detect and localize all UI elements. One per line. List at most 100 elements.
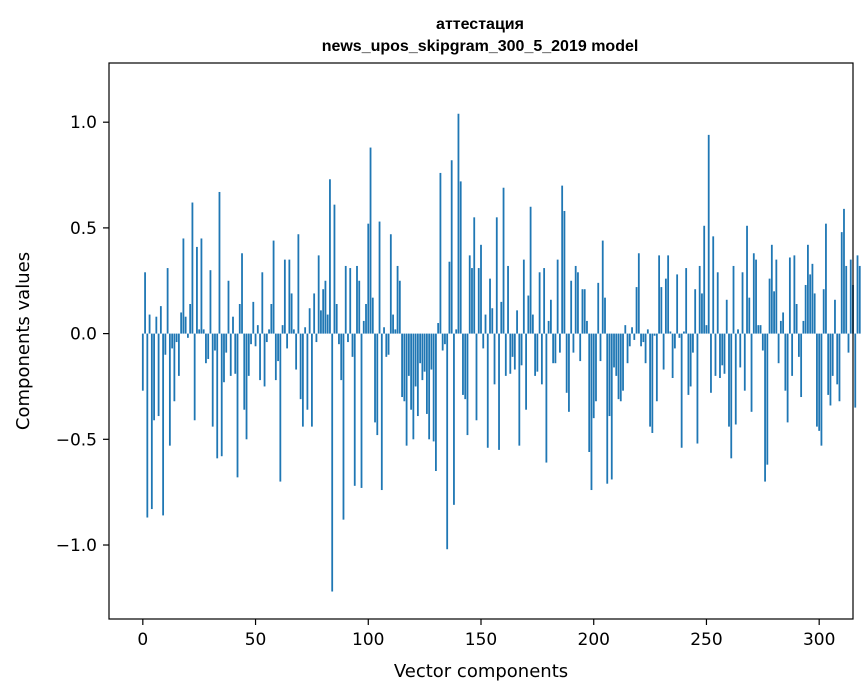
bar bbox=[214, 333, 216, 351]
bar bbox=[556, 259, 559, 334]
bar bbox=[141, 333, 144, 391]
bar bbox=[813, 293, 816, 334]
bar bbox=[664, 278, 667, 334]
bar bbox=[482, 333, 485, 349]
bar bbox=[788, 257, 791, 334]
bar bbox=[644, 333, 647, 364]
bar bbox=[290, 293, 293, 334]
bar bbox=[421, 333, 424, 381]
bar bbox=[856, 255, 859, 334]
bar bbox=[394, 329, 397, 334]
bar bbox=[743, 333, 746, 391]
y-tick-label: 0.0 bbox=[70, 325, 97, 345]
bar bbox=[367, 223, 370, 334]
bar bbox=[626, 333, 629, 364]
bar bbox=[604, 297, 606, 334]
bar bbox=[730, 333, 733, 459]
bar bbox=[396, 265, 399, 334]
bar bbox=[157, 333, 160, 417]
x-tick-label: 50 bbox=[245, 630, 267, 650]
bar bbox=[326, 314, 329, 334]
bar bbox=[272, 240, 275, 334]
bar bbox=[301, 333, 304, 427]
bar bbox=[845, 265, 848, 334]
bar bbox=[509, 333, 512, 374]
bar bbox=[741, 272, 744, 334]
bar bbox=[444, 333, 446, 345]
bar bbox=[211, 333, 214, 427]
bar bbox=[759, 325, 762, 334]
bar bbox=[843, 208, 845, 334]
bar bbox=[218, 191, 221, 334]
y-axis: −1.0 −0.5 0.0 0.5 1.0 bbox=[56, 113, 109, 556]
bar bbox=[712, 236, 715, 334]
bar bbox=[223, 333, 225, 383]
bar bbox=[703, 225, 706, 334]
bar bbox=[419, 333, 422, 364]
bar bbox=[707, 134, 710, 334]
bar bbox=[329, 179, 331, 334]
bar bbox=[389, 234, 392, 334]
bar bbox=[761, 333, 764, 351]
bar bbox=[430, 333, 433, 370]
bar bbox=[457, 113, 460, 334]
bar bbox=[378, 221, 381, 334]
bar bbox=[468, 255, 471, 334]
bar bbox=[750, 333, 753, 412]
bar bbox=[829, 333, 832, 406]
bar bbox=[597, 282, 600, 334]
bar bbox=[696, 333, 699, 444]
bar bbox=[493, 333, 496, 385]
bar bbox=[619, 333, 622, 402]
bar bbox=[324, 280, 327, 334]
y-tick-label: −1.0 bbox=[56, 536, 97, 556]
bar bbox=[847, 333, 850, 353]
x-tick-label: 0 bbox=[137, 630, 148, 650]
bar bbox=[371, 297, 374, 334]
bar bbox=[527, 295, 530, 334]
bar bbox=[768, 278, 771, 334]
bar bbox=[649, 333, 651, 427]
bar bbox=[225, 333, 228, 353]
bar bbox=[245, 333, 248, 440]
bar bbox=[728, 333, 730, 427]
bar bbox=[410, 333, 413, 410]
bar bbox=[247, 333, 250, 376]
bar bbox=[356, 265, 358, 334]
bar bbox=[202, 329, 205, 334]
bar bbox=[387, 333, 390, 355]
bar bbox=[448, 261, 451, 334]
bar bbox=[407, 333, 410, 376]
bar bbox=[265, 333, 268, 343]
bar bbox=[304, 327, 307, 334]
bar bbox=[274, 333, 277, 381]
bar bbox=[207, 333, 210, 359]
bar bbox=[531, 314, 534, 334]
bar bbox=[784, 333, 787, 391]
bar bbox=[322, 289, 325, 334]
bar bbox=[671, 333, 674, 378]
bar bbox=[360, 333, 363, 488]
bar bbox=[495, 217, 498, 334]
bar bbox=[333, 204, 336, 334]
bar bbox=[166, 268, 169, 334]
bar bbox=[198, 329, 201, 334]
bar bbox=[270, 304, 273, 334]
bar bbox=[525, 333, 527, 410]
bar bbox=[446, 333, 449, 550]
bar bbox=[574, 265, 577, 334]
bar bbox=[687, 333, 690, 395]
bar bbox=[401, 333, 403, 398]
bar bbox=[849, 259, 852, 334]
bar bbox=[480, 244, 482, 334]
plot-area bbox=[108, 62, 854, 620]
bar bbox=[779, 320, 782, 334]
bar bbox=[831, 333, 834, 376]
bar bbox=[353, 333, 356, 486]
bar bbox=[633, 333, 636, 340]
bar bbox=[450, 160, 453, 334]
bar bbox=[583, 289, 586, 334]
bar bbox=[561, 185, 564, 334]
bar bbox=[737, 329, 739, 334]
